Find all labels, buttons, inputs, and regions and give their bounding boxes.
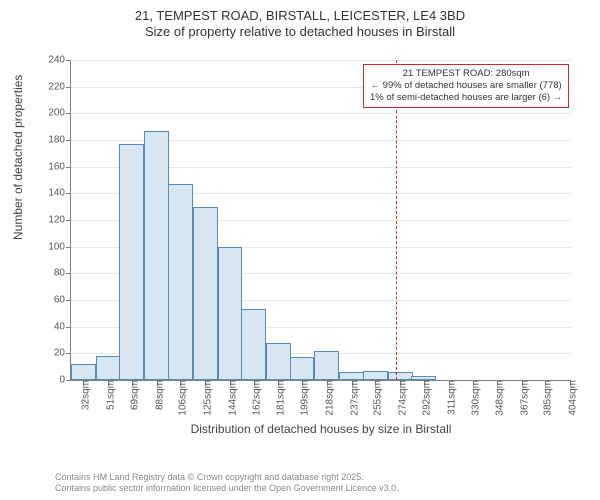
x-tick-label: 348sqm <box>489 380 506 416</box>
x-tick-label: 237sqm <box>343 380 360 416</box>
y-tick-label: 240 <box>48 55 71 66</box>
x-tick-label: 404sqm <box>562 380 579 416</box>
x-tick-label: 199sqm <box>294 380 311 416</box>
title-line2: Size of property relative to detached ho… <box>0 24 600 40</box>
x-tick-label: 125sqm <box>197 380 214 416</box>
histogram-bar <box>241 309 266 380</box>
x-tick-label: 255sqm <box>367 380 384 416</box>
y-tick-label: 20 <box>54 348 71 359</box>
x-tick-label: 367sqm <box>513 380 530 416</box>
y-tick-label: 220 <box>48 81 71 92</box>
attribution-block: Contains HM Land Registry data © Crown c… <box>55 472 399 494</box>
histogram-bar <box>71 364 96 380</box>
annotation-line2: ← 99% of detached houses are smaller (77… <box>370 80 562 92</box>
gridline <box>71 113 571 114</box>
x-tick-label: 330sqm <box>465 380 482 416</box>
x-tick-label: 274sqm <box>392 380 409 416</box>
histogram-bar <box>193 207 218 380</box>
x-tick-label: 385sqm <box>537 380 554 416</box>
annotation-box: 21 TEMPEST ROAD: 280sqm← 99% of detached… <box>363 64 569 108</box>
histogram-bar <box>218 247 243 380</box>
histogram-bar <box>144 131 169 380</box>
y-tick-label: 100 <box>48 241 71 252</box>
histogram-bar <box>168 184 193 380</box>
x-tick-label: 106sqm <box>172 380 189 416</box>
gridline <box>71 60 571 61</box>
x-tick-label: 69sqm <box>123 380 140 410</box>
annotation-line3: 1% of semi-detached houses are larger (6… <box>370 92 562 104</box>
y-tick-label: 160 <box>48 161 71 172</box>
x-axis-label: Distribution of detached houses by size … <box>191 422 452 436</box>
y-axis-label: Number of detached properties <box>11 75 25 240</box>
histogram-bar <box>96 356 121 380</box>
x-tick-label: 311sqm <box>440 380 457 415</box>
y-tick-label: 40 <box>54 321 71 332</box>
y-tick-label: 200 <box>48 108 71 119</box>
x-tick-label: 292sqm <box>415 380 432 416</box>
x-tick-label: 218sqm <box>318 380 335 416</box>
attribution-line2: Contains public sector information licen… <box>55 483 399 494</box>
chart-title-block: 21, TEMPEST ROAD, BIRSTALL, LEICESTER, L… <box>0 0 600 41</box>
histogram-bar <box>339 372 364 380</box>
x-tick-label: 144sqm <box>222 380 239 416</box>
y-tick-label: 140 <box>48 188 71 199</box>
histogram-bar <box>314 351 339 380</box>
annotation-line1: 21 TEMPEST ROAD: 280sqm <box>370 68 562 80</box>
x-tick-label: 162sqm <box>245 380 262 416</box>
histogram-bar <box>363 371 388 380</box>
y-tick-label: 180 <box>48 135 71 146</box>
y-tick-label: 0 <box>59 375 71 386</box>
x-tick-label: 88sqm <box>148 380 165 410</box>
y-tick-label: 80 <box>54 268 71 279</box>
chart-container: Number of detached properties Distributi… <box>40 50 580 430</box>
attribution-line1: Contains HM Land Registry data © Crown c… <box>55 472 399 483</box>
histogram-bar <box>119 144 144 380</box>
histogram-bar <box>266 343 291 380</box>
histogram-bar <box>388 372 413 380</box>
title-line1: 21, TEMPEST ROAD, BIRSTALL, LEICESTER, L… <box>0 8 600 24</box>
y-tick-label: 60 <box>54 295 71 306</box>
x-tick-label: 181sqm <box>270 380 287 416</box>
histogram-bar <box>290 357 315 380</box>
property-marker-line <box>396 60 397 380</box>
plot-area: Distribution of detached houses by size … <box>70 60 571 381</box>
x-tick-label: 51sqm <box>100 380 117 410</box>
y-tick-label: 120 <box>48 215 71 226</box>
x-tick-label: 32sqm <box>75 380 92 410</box>
